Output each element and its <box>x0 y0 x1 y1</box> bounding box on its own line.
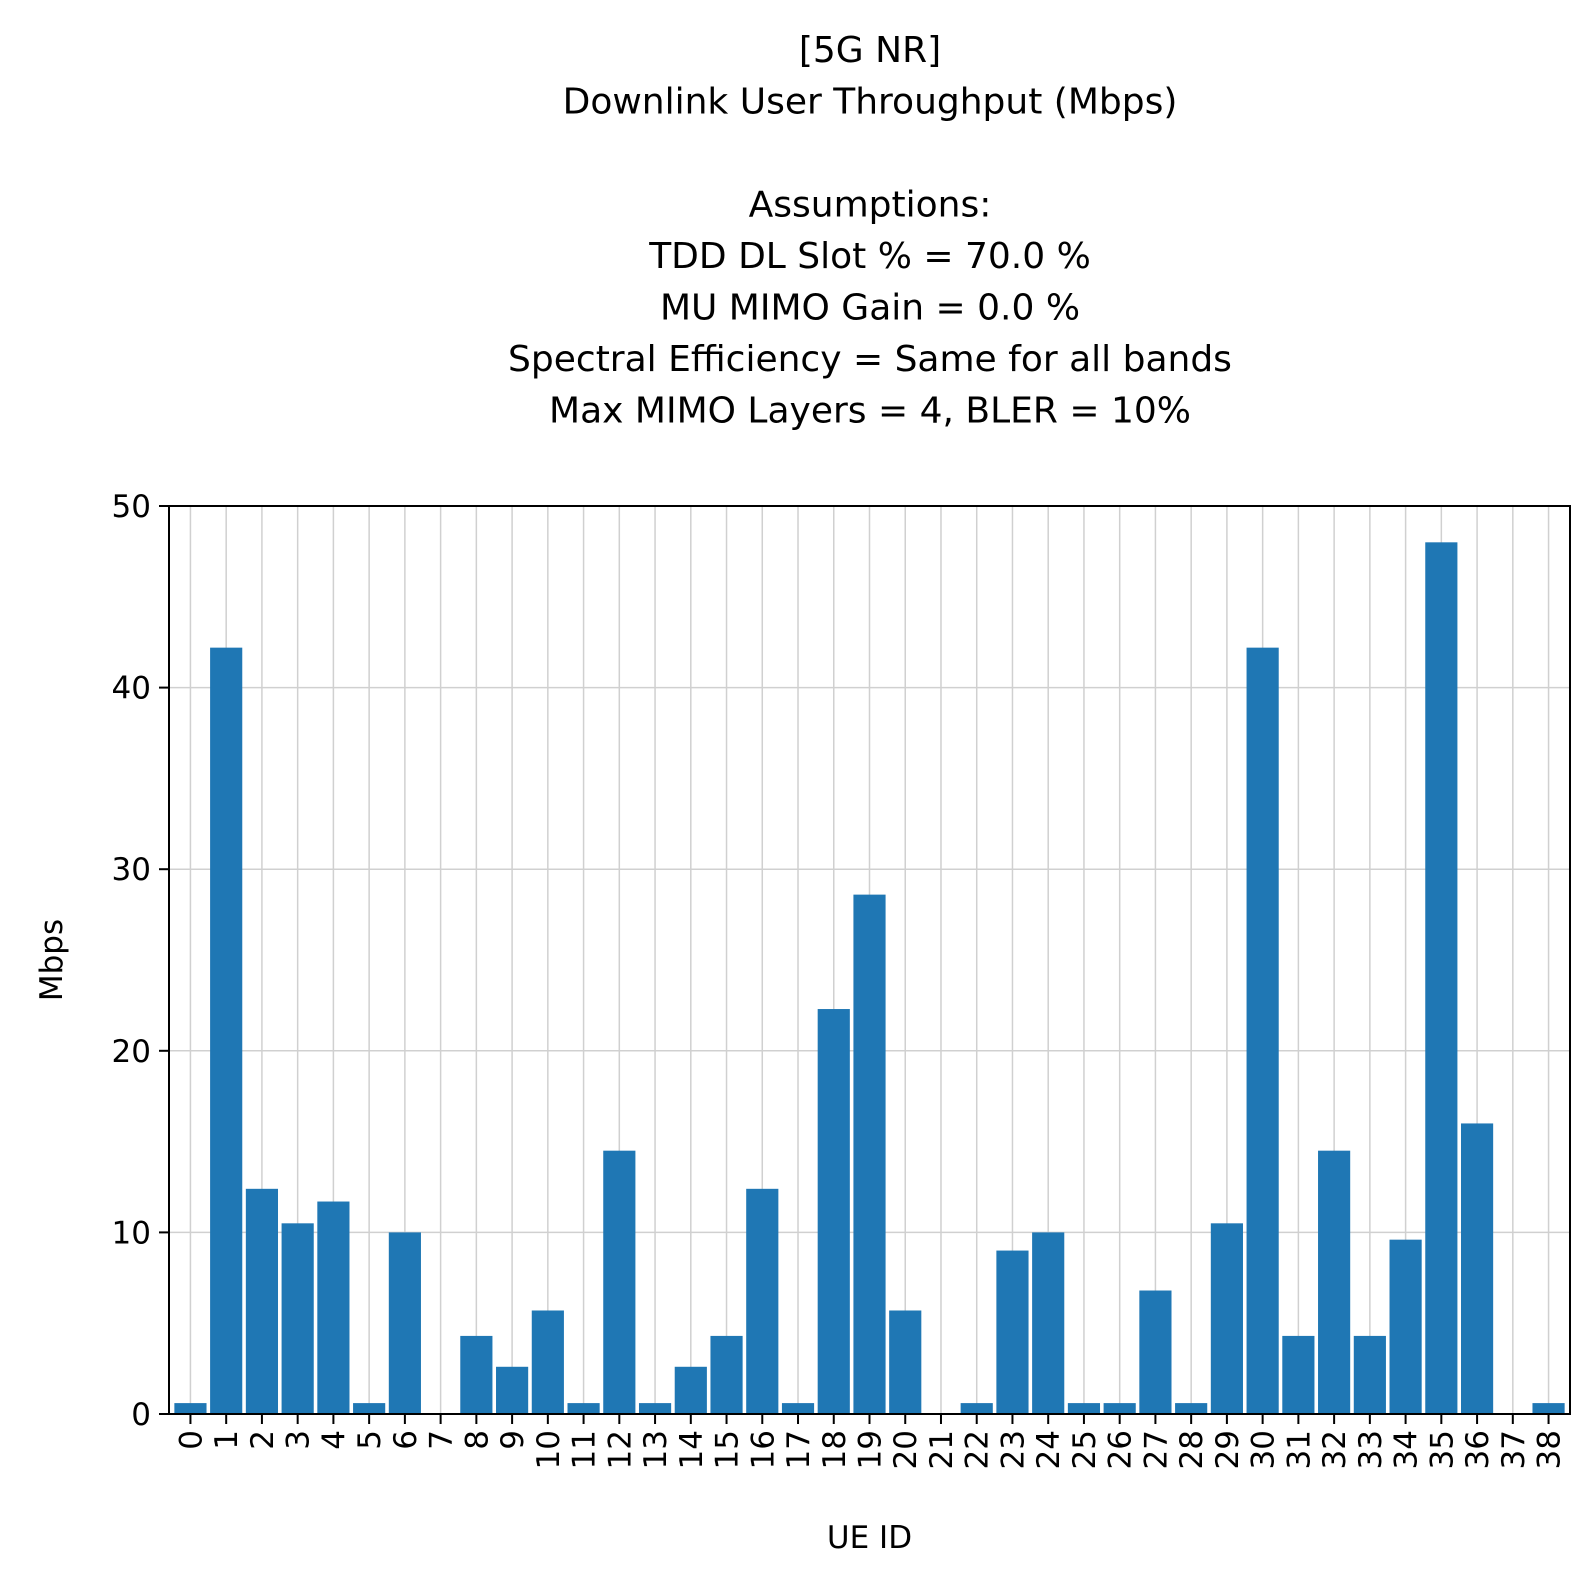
title-line: MU MIMO Gain = 0.0 % <box>660 288 1080 329</box>
x-tick-label: 32 <box>1317 1430 1353 1469</box>
bar-ue-31 <box>1282 1335 1315 1414</box>
y-tick-label: 20 <box>112 1034 151 1070</box>
bars <box>174 542 1565 1414</box>
bar-ue-35 <box>1425 542 1458 1414</box>
y-tick-label: 0 <box>131 1397 151 1433</box>
x-tick-label: 27 <box>1138 1430 1174 1469</box>
bar-ue-32 <box>1318 1150 1351 1414</box>
x-tick-label: 2 <box>245 1430 281 1450</box>
x-tick-label: 23 <box>995 1430 1031 1469</box>
bar-ue-12 <box>603 1150 636 1414</box>
bar-ue-8 <box>460 1335 493 1414</box>
x-tick-label: 22 <box>960 1430 996 1469</box>
x-tick-label: 5 <box>352 1430 388 1450</box>
x-tick-label: 13 <box>638 1430 674 1469</box>
x-tick-label: 34 <box>1389 1430 1425 1469</box>
bar-ue-16 <box>746 1188 779 1414</box>
x-tick-label: 4 <box>316 1430 352 1450</box>
bar-ue-30 <box>1246 647 1279 1414</box>
bar-ue-24 <box>1032 1232 1065 1414</box>
bar-ue-19 <box>853 894 886 1414</box>
x-tick-label: 25 <box>1067 1430 1103 1469</box>
bar-ue-18 <box>817 1009 850 1414</box>
y-axis: 0 10 20 30 40 50 <box>112 489 169 1433</box>
x-tick-label: 29 <box>1210 1430 1246 1469</box>
bar-ue-22 <box>960 1403 993 1414</box>
bar-ue-28 <box>1175 1403 1208 1414</box>
bar-ue-14 <box>674 1366 707 1414</box>
y-tick-label: 10 <box>112 1215 151 1251</box>
bar-ue-25 <box>1067 1403 1101 1414</box>
bar-ue-3 <box>281 1223 314 1414</box>
x-tick-label: 15 <box>710 1430 746 1469</box>
x-tick-label: 28 <box>1174 1430 1210 1469</box>
title-line: Max MIMO Layers = 4, BLER = 10% <box>549 391 1191 432</box>
x-tick-label: 19 <box>853 1430 889 1469</box>
bar-ue-11 <box>567 1403 600 1414</box>
x-tick-label: 16 <box>745 1430 781 1469</box>
x-tick-label: 7 <box>424 1430 460 1450</box>
y-tick-label: 30 <box>112 852 151 888</box>
x-tick-label: 12 <box>602 1430 638 1469</box>
x-tick-label: 14 <box>674 1430 710 1469</box>
bar-ue-23 <box>996 1250 1029 1414</box>
x-tick-label: 33 <box>1353 1430 1389 1469</box>
x-tick-label: 36 <box>1460 1430 1496 1469</box>
bar-ue-17 <box>781 1403 815 1414</box>
x-tick-label: 30 <box>1246 1430 1282 1469</box>
x-tick-label: 38 <box>1532 1430 1568 1469</box>
bar-ue-9 <box>496 1366 529 1414</box>
x-tick-label: 24 <box>1031 1430 1067 1469</box>
title-line: TDD DL Slot % = 70.0 % <box>648 236 1091 277</box>
y-tick-label: 50 <box>112 489 151 525</box>
x-tick-label: 31 <box>1281 1430 1317 1469</box>
x-axis-label: UE ID <box>827 1520 912 1556</box>
bar-ue-26 <box>1103 1403 1136 1414</box>
x-axis: 0 1 2 3 4 5 6 7 8 9 10 11 12 13 14 15 16 17 18 19 20 21 22 23 24… <box>173 1414 1568 1469</box>
x-tick-label: 21 <box>924 1430 960 1469</box>
x-tick-label: 35 <box>1424 1430 1460 1469</box>
bar-ue-0 <box>174 1403 207 1414</box>
x-tick-label: 8 <box>459 1430 495 1450</box>
x-tick-label: 20 <box>888 1430 924 1469</box>
bar-ue-27 <box>1139 1290 1172 1414</box>
bar-ue-15 <box>710 1335 743 1414</box>
x-tick-label: 17 <box>781 1430 817 1469</box>
x-tick-label: 11 <box>567 1430 603 1469</box>
bar-ue-6 <box>388 1232 421 1414</box>
bar-ue-34 <box>1389 1239 1422 1414</box>
x-tick-label: 26 <box>1103 1430 1139 1469</box>
bar-ue-10 <box>531 1310 564 1414</box>
bar-ue-1 <box>210 647 243 1414</box>
bar-ue-38 <box>1532 1403 1565 1414</box>
bar-ue-29 <box>1210 1223 1243 1414</box>
x-tick-label: 6 <box>388 1430 424 1450</box>
bar-ue-4 <box>317 1201 350 1414</box>
x-tick-label: 18 <box>817 1430 853 1469</box>
x-tick-label: 0 <box>173 1430 209 1450</box>
bar-ue-36 <box>1460 1123 1494 1414</box>
x-tick-label: 10 <box>531 1430 567 1469</box>
y-axis-label: Mbps <box>34 919 70 1001</box>
title-line: Downlink User Throughput (Mbps) <box>563 82 1178 123</box>
title-line: Spectral Efficiency = Same for all bands <box>508 339 1232 380</box>
x-tick-label: 1 <box>209 1430 245 1450</box>
bar-ue-20 <box>889 1310 922 1414</box>
bar-ue-13 <box>638 1403 672 1414</box>
bar-ue-33 <box>1353 1335 1386 1414</box>
y-tick-label: 40 <box>112 671 151 707</box>
chart-title: [5G NR] Downlink User Throughput (Mbps) As… <box>508 30 1232 432</box>
title-line: Assumptions: <box>749 185 992 226</box>
bar-ue-5 <box>353 1403 386 1414</box>
x-tick-label: 3 <box>281 1430 317 1450</box>
x-tick-label: 37 <box>1496 1430 1532 1469</box>
x-tick-label: 9 <box>495 1430 531 1450</box>
bar-ue-2 <box>245 1188 279 1414</box>
title-line: [5G NR] <box>799 30 941 71</box>
